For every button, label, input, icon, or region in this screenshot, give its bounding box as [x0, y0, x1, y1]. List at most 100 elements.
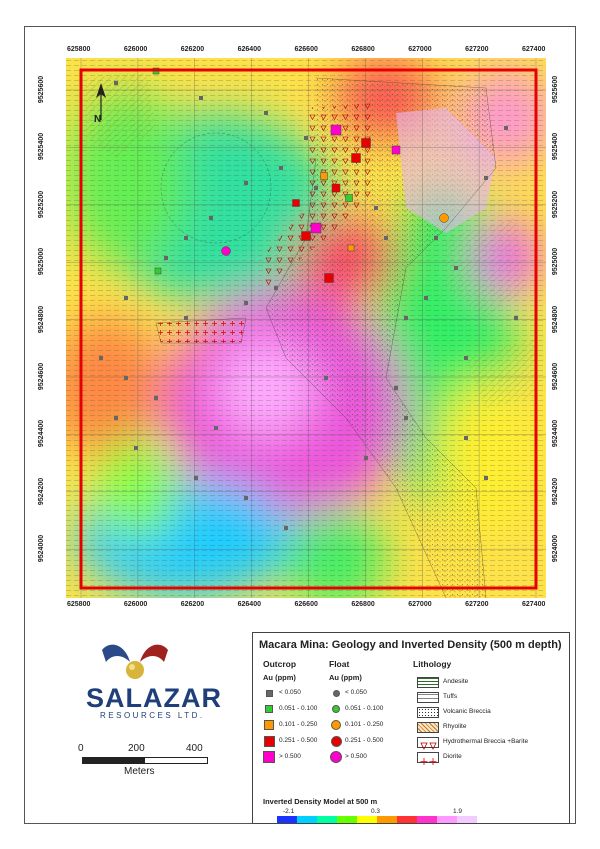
sample-point: [351, 153, 361, 163]
float-symbol: [330, 751, 342, 763]
sample-point: [347, 244, 355, 252]
y-tick-right: 9525000: [552, 248, 560, 276]
sample-point: [320, 172, 328, 180]
diorite-unit: [156, 318, 246, 343]
sample-point-low: [284, 526, 288, 530]
map-title: Macara Mina: Geology and Inverted Densit…: [259, 639, 562, 651]
density-ramp-step: [317, 816, 337, 823]
scale-unit: Meters: [124, 766, 155, 777]
density-tick-min: -2.1: [283, 808, 295, 815]
float-class-label: 0.251 - 0.500: [345, 737, 384, 744]
project-boundary: [79, 68, 538, 590]
sample-point-low: [394, 386, 398, 390]
lithology-label: Rhyolite: [443, 723, 467, 730]
sample-point: [391, 145, 401, 155]
outcrop-symbol: [264, 720, 274, 730]
sample-point: [439, 213, 449, 223]
x-tick-top: 625800: [67, 46, 91, 53]
lithology-label: Andesite: [443, 678, 469, 685]
sample-point-low: [124, 376, 128, 380]
density-ramp-step: [337, 816, 357, 823]
sample-point: [361, 138, 371, 148]
sample-point-low: [314, 186, 318, 190]
sample-point-low: [184, 236, 188, 240]
logo-subtitle: RESOURCES LTD.: [100, 711, 205, 720]
map-legend: Macara Mina: Geology and Inverted Densit…: [252, 632, 570, 824]
y-tick-left: 9524400: [38, 420, 46, 448]
geology-density-map[interactable]: N: [66, 58, 546, 598]
float-symbol: [332, 689, 340, 697]
x-tick-bottom: 626800: [351, 601, 375, 608]
x-tick-bottom: 627200: [465, 601, 489, 608]
sample-point-low: [184, 316, 188, 320]
y-tick-left: 9525400: [38, 133, 46, 161]
lithology-label: Volcanic Breccia: [443, 708, 491, 715]
sample-point-low: [99, 356, 103, 360]
float-symbol: [330, 735, 342, 747]
sample-point-low: [244, 496, 248, 500]
y-tick-right: 9525400: [552, 133, 560, 161]
au-sample-points: [99, 67, 518, 530]
sample-point-low: [424, 296, 428, 300]
sample-point-low: [134, 446, 138, 450]
sample-point-low: [244, 301, 248, 305]
density-ramp-step: [417, 816, 437, 823]
float-class-label: 0.101 - 0.250: [345, 721, 384, 728]
sample-point-low: [194, 476, 198, 480]
x-tick-top: 626200: [180, 46, 205, 53]
y-tick-right: 9525200: [552, 190, 560, 218]
sample-point-low: [274, 286, 278, 290]
sample-point-low: [404, 316, 408, 320]
sample-point: [221, 246, 231, 256]
density-ramp-step: [397, 816, 417, 823]
density-ramp-step: [277, 816, 297, 823]
sample-point-low: [504, 126, 508, 130]
outcrop-class-label: 0.251 - 0.500: [279, 737, 318, 744]
sample-point: [154, 267, 162, 275]
density-ramp-step: [457, 816, 477, 823]
sample-point-low: [214, 426, 218, 430]
float-class-label: > 0.500: [345, 753, 367, 760]
sample-point-low: [264, 111, 268, 115]
outcrop-symbol: [265, 689, 273, 697]
lithology-swatch: [417, 692, 439, 703]
outcrop-symbol: [265, 705, 273, 713]
y-tick-left: 9525000: [38, 248, 46, 276]
salazar-logo-icon: [102, 644, 168, 679]
sample-point: [324, 273, 334, 283]
lithology-swatch: [417, 752, 439, 765]
y-tick-left: 9524800: [38, 305, 46, 333]
outcrop-symbol: [263, 751, 275, 763]
sample-point-low: [199, 96, 203, 100]
x-tick-top: 627000: [408, 46, 432, 53]
float-class-label: 0.051 - 0.100: [345, 705, 384, 712]
density-ramp-step: [357, 816, 377, 823]
density-ramp-step: [377, 816, 397, 823]
x-tick-top: 627200: [465, 46, 489, 53]
sample-point-low: [454, 266, 458, 270]
density-tick-max: 1.9: [453, 808, 463, 815]
x-tick-bottom: 626600: [294, 601, 318, 608]
sample-point-low: [164, 256, 168, 260]
y-tick-right: 9525600: [552, 75, 560, 104]
sample-point-low: [464, 436, 468, 440]
sample-point-low: [484, 476, 488, 480]
y-tick-left: 9525600: [38, 75, 46, 104]
density-tick-mid: 0.3: [371, 808, 381, 815]
sample-point-low: [364, 456, 368, 460]
x-tick-top: 626400: [237, 46, 261, 53]
x-tick-bottom: 626400: [237, 601, 261, 608]
outcrop-class-label: 0.101 - 0.250: [279, 721, 318, 728]
lithology-swatch: [417, 722, 439, 733]
sample-point: [310, 222, 322, 234]
sample-point-low: [384, 236, 388, 240]
outcrop-class-label: > 0.500: [279, 753, 301, 760]
sample-point-low: [209, 216, 213, 220]
sample-point: [345, 194, 353, 202]
y-tick-right: 9524000: [552, 535, 560, 563]
float-symbol: [332, 705, 340, 713]
x-tick-top: 627400: [522, 46, 546, 53]
y-tick-left: 9524200: [38, 477, 46, 505]
lithology-label: Diorite: [443, 753, 462, 760]
north-label: N: [94, 114, 101, 125]
